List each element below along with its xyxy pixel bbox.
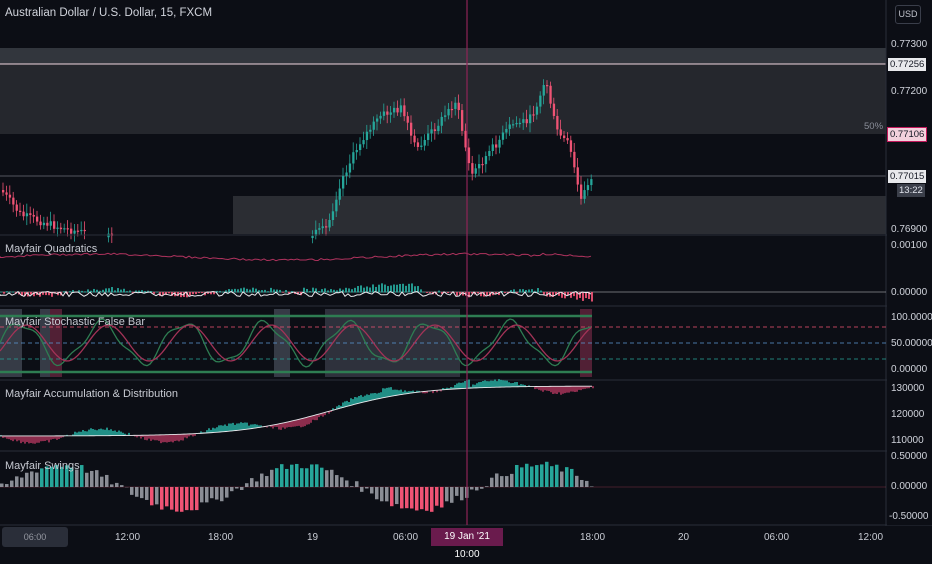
swings-axis-bottom: -0.50000 xyxy=(889,511,928,522)
countdown-tag: 13:22 xyxy=(897,184,925,197)
stochastic-title: Mayfair Stochastic False Bar xyxy=(5,316,145,328)
stochastic-axis-0: 0.00000 xyxy=(891,364,927,375)
swings-title: Mayfair Swings xyxy=(5,460,80,472)
price-tag-mid: 0.77106 xyxy=(887,127,927,142)
price-pane[interactable] xyxy=(0,48,886,243)
time-label-1: 12:00 xyxy=(115,532,140,543)
demand-zone xyxy=(233,196,886,234)
time-label-2: 18:00 xyxy=(208,532,233,543)
time-label-4: 06:00 xyxy=(393,532,418,543)
stochastic-axis-100: 100.00000 xyxy=(891,312,932,323)
quadratics-pane[interactable] xyxy=(0,253,886,301)
symbol-title: Australian Dollar / U.S. Dollar, 15, FXC… xyxy=(5,7,212,19)
price-label-top: 0.77300 xyxy=(891,39,927,50)
stochastic-axis-50: 50.00000 xyxy=(891,338,932,349)
accdist-axis-120k: 120000 xyxy=(891,409,924,420)
price-label-bottom: 0.76900 xyxy=(891,224,927,235)
time-label-3: 19 xyxy=(307,532,318,543)
quadratics-axis-zero: 0.00000 xyxy=(891,287,927,298)
crosshair-time-label: 19 Jan '21 10:00 xyxy=(431,528,503,546)
chart-canvas[interactable] xyxy=(0,0,932,550)
price-label-2: 0.77200 xyxy=(891,86,927,97)
swings-axis-top: 0.50000 xyxy=(891,451,927,462)
quadratics-title: Mayfair Quadratics xyxy=(5,243,97,255)
price-tag-last: 0.77015 xyxy=(888,170,926,183)
currency-button[interactable]: USD xyxy=(895,5,921,24)
time-label-6: 20 xyxy=(678,532,689,543)
time-label-7: 06:00 xyxy=(764,532,789,543)
accdist-title: Mayfair Accumulation & Distribution xyxy=(5,388,178,400)
time-label-8: 12:00 xyxy=(858,532,883,543)
range-zone-upper xyxy=(0,48,886,64)
accdist-axis-110k: 110000 xyxy=(891,435,924,446)
range-zone-mid xyxy=(0,64,886,134)
accdist-axis-130k: 130000 xyxy=(891,383,924,394)
time-label-5: 18:00 xyxy=(580,532,605,543)
tradingview-logo[interactable]: 06:00 xyxy=(2,527,68,547)
swings-axis-zero: 0.00000 xyxy=(891,481,927,492)
time-label-partial: 06:00 xyxy=(24,532,47,542)
swings-pane[interactable] xyxy=(0,462,886,512)
quadratics-axis-top: 0.00100 xyxy=(891,240,927,251)
price-tag-upper: 0.77256 xyxy=(888,58,926,71)
fib-percent-label: 50% xyxy=(864,121,883,132)
